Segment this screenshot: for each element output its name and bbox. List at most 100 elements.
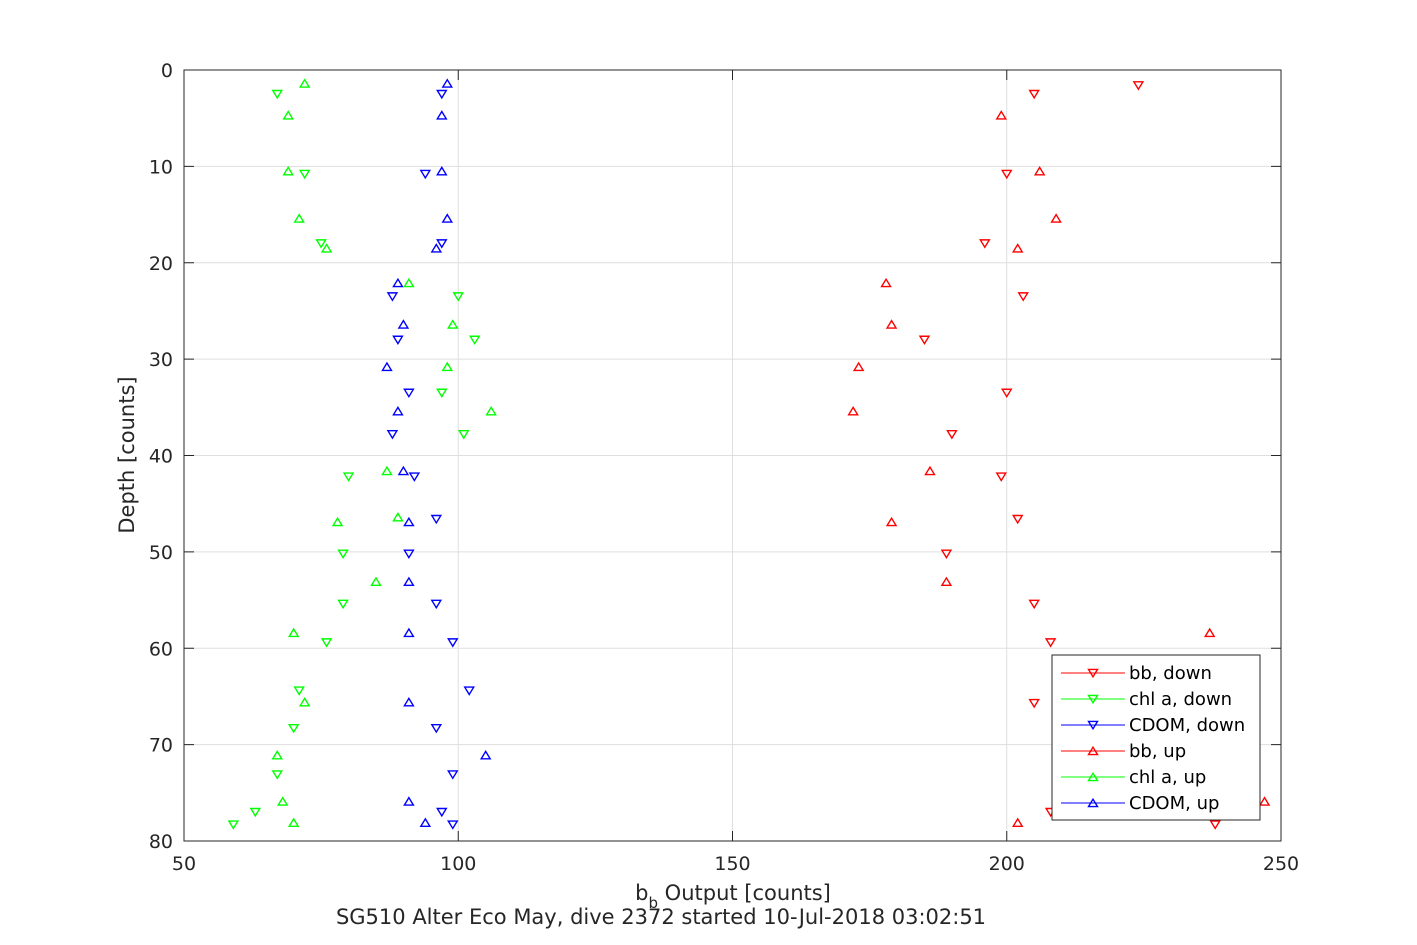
data-point [946, 429, 958, 440]
data-point [386, 292, 399, 302]
x-axis-label-subscript: b [648, 894, 658, 912]
data-point [392, 277, 404, 288]
data-point [1258, 796, 1271, 806]
data-point [271, 89, 283, 100]
x-tick-label: 50 [172, 853, 196, 875]
legend-label: CDOM, up [1129, 793, 1219, 814]
data-point [1011, 514, 1024, 525]
data-point [1044, 638, 1057, 648]
data-point [287, 627, 300, 638]
data-point [1033, 166, 1046, 176]
data-point [885, 319, 898, 329]
data-point [392, 405, 404, 416]
legend-label: CDOM, down [1129, 715, 1245, 736]
y-tick-label: 70 [149, 735, 173, 757]
data-point [408, 472, 421, 482]
legend-box [1051, 654, 1261, 821]
data-point [403, 277, 415, 288]
legend-marker [1087, 668, 1099, 679]
ticks: 50 100 150 200 250 0 10 20 30 40 50 60 70 80 [149, 60, 1299, 875]
data-point [403, 697, 415, 707]
legend-marker [1087, 694, 1099, 705]
data-point [995, 472, 1008, 482]
data-point [436, 807, 448, 818]
data-point [392, 335, 404, 346]
data-point [468, 335, 481, 346]
y-tick-label: 10 [149, 156, 173, 178]
y-tick-label: 80 [149, 831, 173, 853]
data-point [271, 770, 283, 780]
data-point [403, 796, 415, 806]
x-tick-label: 250 [1263, 853, 1299, 875]
data-point [447, 770, 459, 780]
data-point [315, 239, 327, 249]
y-tick-label: 0 [161, 60, 173, 82]
data-point [441, 213, 454, 223]
data-point [1001, 388, 1013, 399]
legend-label: bb, up [1129, 741, 1186, 762]
data-point [403, 549, 415, 559]
data-point [436, 166, 448, 176]
data-point [436, 388, 448, 399]
data-point [918, 335, 931, 346]
data-point [430, 514, 443, 525]
y-tick-label: 30 [149, 349, 173, 371]
legend-marker [1087, 745, 1099, 756]
data-point [1011, 243, 1024, 253]
data-point [447, 638, 459, 648]
legend: bb, down chl a, down CDOM, down bb, up chl a… [1051, 654, 1261, 821]
data-point [979, 239, 991, 249]
legend-marker [1087, 771, 1099, 782]
data-point [397, 319, 410, 329]
data-point [287, 817, 300, 827]
data-point [995, 110, 1008, 120]
data-point [271, 750, 283, 760]
data-point [452, 292, 464, 302]
data-point [485, 405, 497, 416]
data-point [447, 820, 459, 830]
x-axis-label: bb Output [counts] [635, 881, 831, 912]
data-point [337, 549, 349, 559]
y-tick-label: 50 [149, 542, 173, 564]
data-point [1001, 169, 1013, 180]
data-point [282, 166, 294, 176]
data-point [924, 465, 936, 476]
data-point [430, 599, 443, 610]
data-point [342, 472, 355, 482]
data-point [287, 723, 300, 734]
data-point [298, 697, 311, 707]
data-point [1028, 599, 1040, 610]
data-point [381, 465, 393, 476]
data-point [479, 750, 492, 760]
data-point [1203, 627, 1216, 638]
series-0 [918, 81, 1221, 830]
data-point [282, 110, 294, 120]
data-point [1132, 81, 1145, 91]
data-point [436, 239, 448, 249]
data-point [331, 516, 344, 527]
data-point [1028, 698, 1040, 709]
x-tick-label: 100 [440, 853, 476, 875]
data-point [1028, 89, 1040, 100]
x-axis-label-main: b [635, 881, 648, 905]
data-point [940, 549, 953, 559]
data-point [403, 627, 415, 638]
data-point [227, 820, 240, 830]
data-point [436, 110, 448, 120]
data-point [320, 638, 333, 648]
series-5 [381, 78, 492, 827]
data-point [403, 576, 415, 587]
data-point [940, 576, 953, 587]
legend-label: chl a, down [1129, 689, 1232, 710]
x-tick-label: 150 [714, 853, 750, 875]
data-point [337, 599, 349, 610]
data-point [403, 516, 415, 527]
data-point [430, 723, 443, 734]
data-point [419, 817, 432, 827]
data-point [1209, 820, 1221, 830]
data-point [293, 686, 305, 696]
legend-label: chl a, up [1129, 767, 1206, 788]
data-point [249, 807, 262, 818]
data-point [392, 512, 404, 522]
data-point [320, 243, 333, 253]
